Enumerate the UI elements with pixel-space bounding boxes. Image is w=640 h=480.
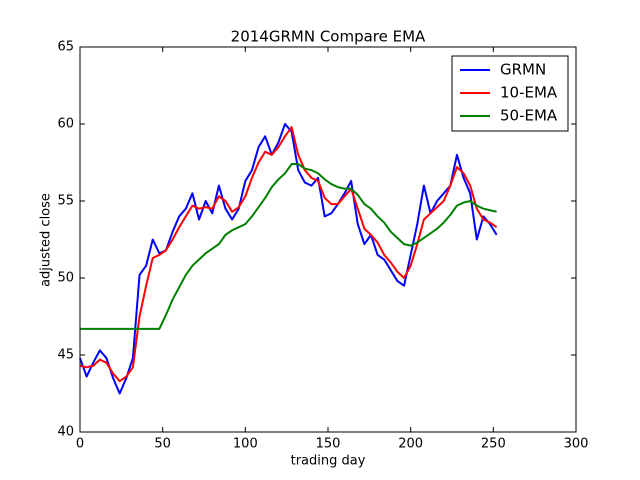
y-axis-label: adjusted close [39,193,54,287]
plot-frame [79,46,577,433]
x-tick-label: 300 [564,437,589,452]
x-tick-label: 250 [481,437,506,452]
x-axis-label: trading day [291,454,366,469]
line-series [79,126,498,383]
x-tick-label: 150 [316,437,341,452]
y-tick-label: 65 [57,40,74,55]
legend-label: 50-EMA [500,107,558,125]
y-tick-label: 45 [57,348,74,363]
x-tick-label: 50 [154,437,171,452]
x-tick-label: 200 [398,437,423,452]
line-series [80,163,497,330]
y-tick-label: 55 [57,194,74,209]
legend-label: 10-EMA [500,84,558,102]
y-tick-label: 60 [57,117,74,132]
y-tick-label: 50 [57,271,74,286]
x-tick-label: 0 [76,437,84,452]
chart-title: 2014GRMN Compare EMA [231,28,426,46]
y-tick-label: 40 [57,425,74,440]
legend-label: GRMN [500,61,546,79]
x-tick-label: 100 [233,437,258,452]
line-series [79,123,498,395]
